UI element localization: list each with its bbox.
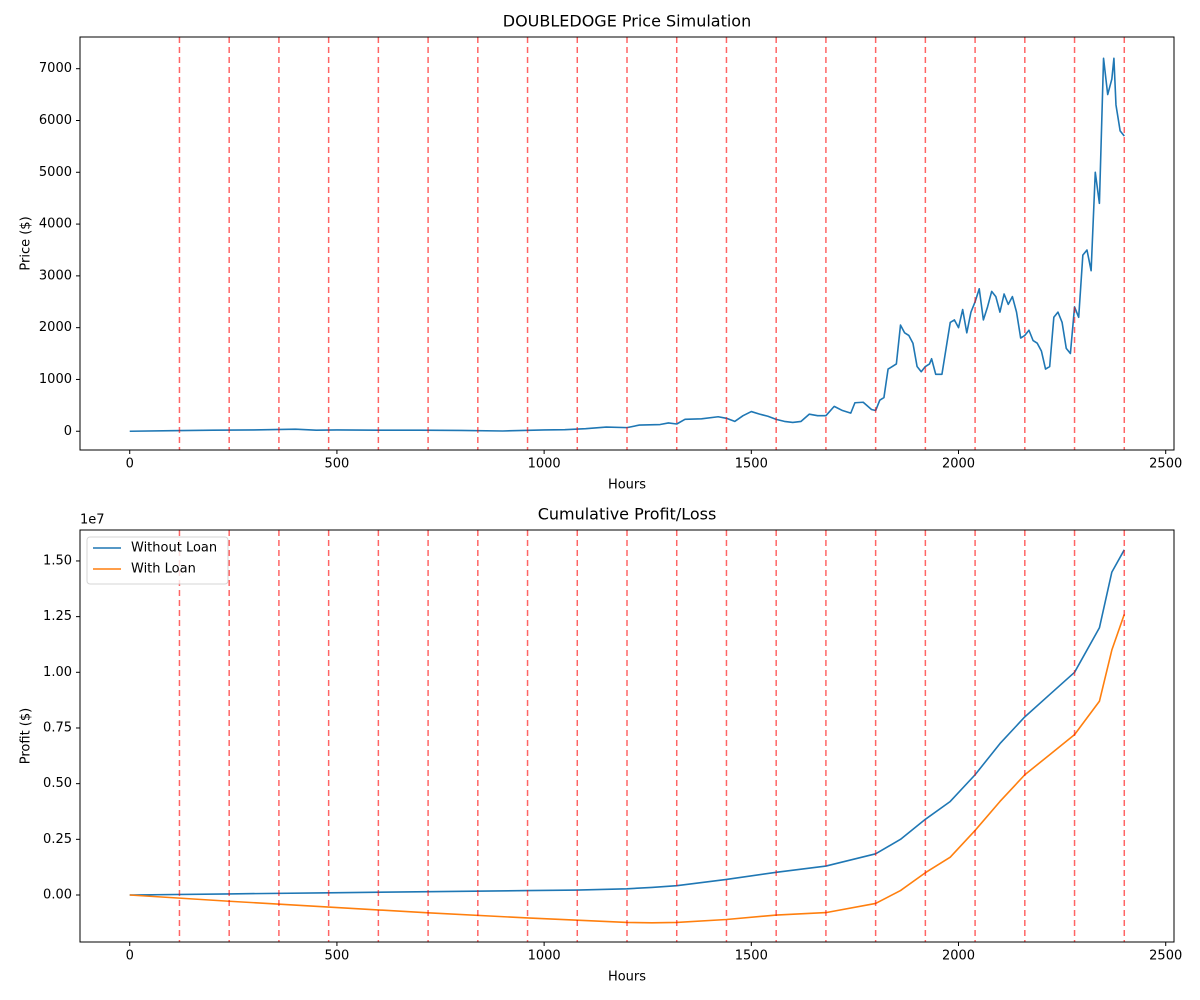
y-axis-label: Profit ($) [19, 708, 34, 764]
y-tick-label: 2000 [39, 320, 72, 335]
y-tick-label: 6000 [39, 113, 72, 128]
legend-box [86, 536, 229, 585]
subplot: Cumulative Profit/Loss Hours Profit ($) 1e7… [19, 505, 1183, 985]
y-tick-label: 4000 [39, 217, 72, 232]
axes-frame [79, 529, 1175, 943]
subplot: DOUBLEDOGE Price Simulation Hours Price ($… [19, 12, 1183, 493]
x-tick-label: 2000 [942, 949, 975, 964]
x-axis-label: Hours [608, 970, 646, 985]
x-tick-label: 0 [126, 949, 134, 964]
y-tick-label: 7000 [39, 61, 72, 76]
x-tick-label: 2500 [1149, 949, 1182, 964]
x-tick-label: 1500 [735, 949, 768, 964]
y-tick-label: 0.25 [43, 832, 72, 847]
legend-label: With Loan [131, 562, 196, 577]
y-tick-label: 0 [64, 424, 72, 439]
y-tick-label: 1.50 [43, 553, 72, 568]
x-tick-label: 1500 [735, 457, 768, 472]
y-tick-label: 1.00 [43, 665, 72, 680]
x-tick-label: 500 [325, 949, 350, 964]
x-tick-label: 500 [325, 457, 350, 472]
y-tick-label: 0.00 [43, 888, 72, 903]
y-tick-label: 3000 [39, 268, 72, 283]
axes-frame [79, 36, 1175, 451]
y-tick-label: 0.50 [43, 776, 72, 791]
chart-title: Cumulative Profit/Loss [538, 505, 717, 524]
series-line [129, 549, 1125, 896]
series-line [129, 614, 1126, 924]
y-axis-label: Price ($) [19, 216, 34, 270]
x-tick-label: 2500 [1149, 457, 1182, 472]
y-offset-label: 1e7 [80, 513, 105, 528]
y-tick-label: 1000 [39, 372, 72, 387]
x-tick-label: 2000 [942, 457, 975, 472]
series-line [129, 57, 1125, 433]
x-tick-label: 1000 [528, 457, 561, 472]
chart-title: DOUBLEDOGE Price Simulation [503, 12, 751, 31]
x-tick-label: 0 [126, 457, 134, 472]
y-tick-label: 5000 [39, 165, 72, 180]
x-tick-label: 1000 [528, 949, 561, 964]
y-tick-label: 0.75 [43, 720, 72, 735]
legend-label: Without Loan [131, 541, 217, 556]
y-tick-label: 1.25 [43, 609, 72, 624]
x-axis-label: Hours [608, 478, 646, 493]
